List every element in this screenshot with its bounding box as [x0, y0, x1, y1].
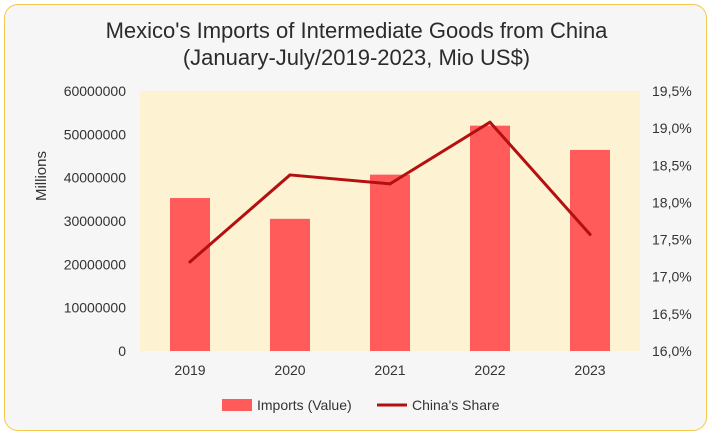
y-right-tick-label: 19,5%: [652, 83, 692, 99]
y-left-tick-label: 40000000: [64, 170, 127, 186]
legend-label-share: China's Share: [412, 397, 500, 413]
y-right-tick-label: 17,5%: [652, 232, 692, 248]
x-tick-label: 2019: [174, 362, 205, 378]
y-left-tick-label: 30000000: [64, 213, 127, 229]
y-left-tick-label: 20000000: [64, 256, 127, 272]
bar-2023: [570, 149, 610, 351]
x-tick-label: 2023: [574, 362, 605, 378]
chart-title: Mexico's Imports of Intermediate Goods f…: [105, 18, 608, 43]
bar-2021: [370, 174, 410, 351]
bar-2022: [470, 125, 510, 352]
share-point-2023: [588, 232, 592, 236]
y-left-tick-label: 10000000: [64, 300, 127, 316]
x-tick-label: 2022: [474, 362, 505, 378]
x-tick-label: 2020: [274, 362, 305, 378]
legend-swatch-imports: [222, 399, 252, 411]
bar-2019: [170, 198, 210, 351]
share-point-2022: [488, 120, 492, 124]
y-left-tick-label: 0: [118, 343, 126, 359]
y-right-tick-label: 16,5%: [652, 306, 692, 322]
x-tick-label: 2021: [374, 362, 405, 378]
share-point-2019: [188, 260, 192, 264]
y-left-tick-label: 60000000: [64, 83, 127, 99]
y-axis-title: Millions: [33, 151, 50, 201]
y-right-tick-label: 18,5%: [652, 157, 692, 173]
bar-2020: [270, 218, 310, 351]
y-left-tick-label: 50000000: [64, 126, 127, 142]
y-right-tick-label: 16,0%: [652, 343, 692, 359]
y-right-tick-label: 19,0%: [652, 120, 692, 136]
y-right-tick-label: 17,0%: [652, 269, 692, 285]
chart-subtitle: (January-July/2019-2023, Mio US$): [182, 45, 531, 70]
share-point-2020: [288, 173, 292, 177]
y-right-tick-label: 18,0%: [652, 194, 692, 210]
share-point-2021: [388, 182, 392, 186]
legend-label-imports: Imports (Value): [257, 397, 352, 413]
